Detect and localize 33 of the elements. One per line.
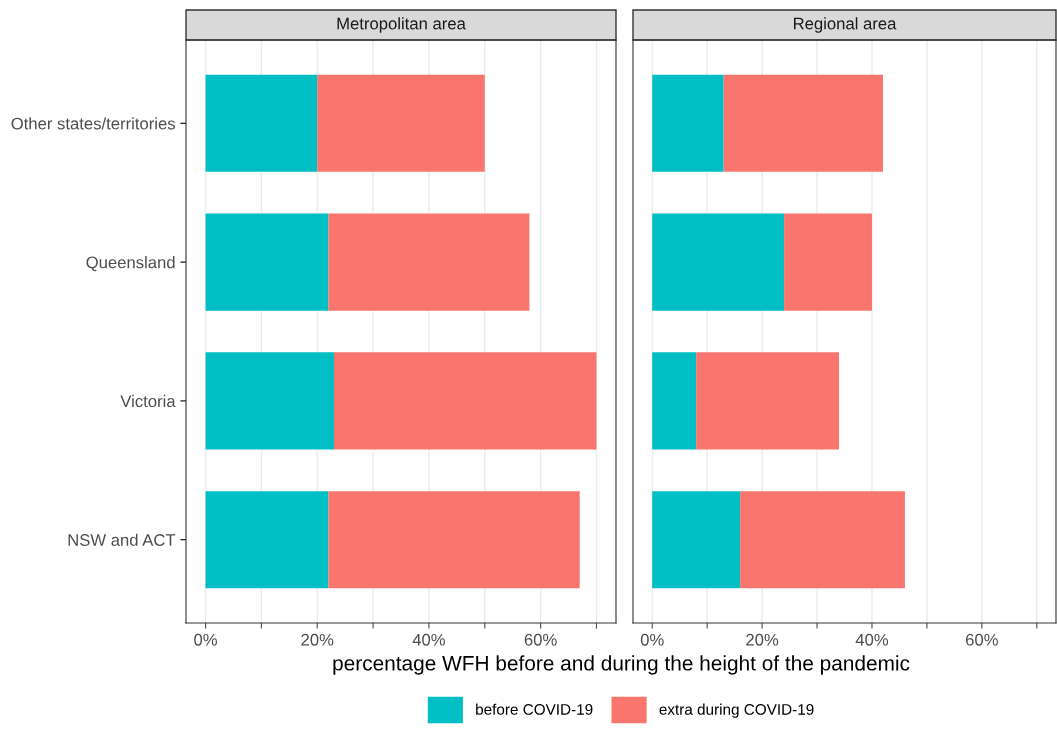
bar — [652, 74, 724, 172]
bar — [333, 352, 597, 450]
x-tick-label: 40% — [412, 633, 446, 646]
y-tick-label: Victoria — [120, 394, 176, 408]
bar — [784, 213, 872, 311]
bar — [328, 213, 530, 311]
bar — [205, 213, 329, 311]
legend-label: extra during COVID-19 — [659, 703, 814, 718]
bar — [723, 74, 883, 172]
x-axis-title: percentage WFH before and during the height of the pandemic — [333, 655, 910, 675]
bar — [205, 491, 329, 589]
x-tick-label: 0% — [640, 633, 664, 646]
y-tick-label: Queensland — [86, 256, 175, 272]
bar — [696, 352, 840, 450]
bar — [328, 491, 580, 589]
chart-title: Metropolitan area — [337, 17, 466, 33]
bar — [740, 491, 905, 589]
bar — [205, 74, 318, 172]
bar — [652, 213, 785, 311]
legend-label: before COVID-19 — [476, 703, 593, 715]
bar — [205, 352, 334, 450]
bar — [652, 352, 697, 450]
x-tick-label: 40% — [855, 633, 889, 646]
x-tick-label: 20% — [746, 633, 779, 646]
x-tick-label: 60% — [524, 633, 557, 646]
y-tick-label: Other states/territories — [11, 117, 175, 130]
bar — [317, 74, 485, 172]
bar — [652, 491, 741, 589]
x-tick-label: 20% — [301, 633, 334, 646]
chart-title: Regional area — [793, 17, 897, 33]
x-tick-label: 60% — [966, 633, 998, 646]
y-tick-label: NSW and ACT — [68, 533, 176, 546]
x-tick-label: 0% — [194, 633, 217, 646]
